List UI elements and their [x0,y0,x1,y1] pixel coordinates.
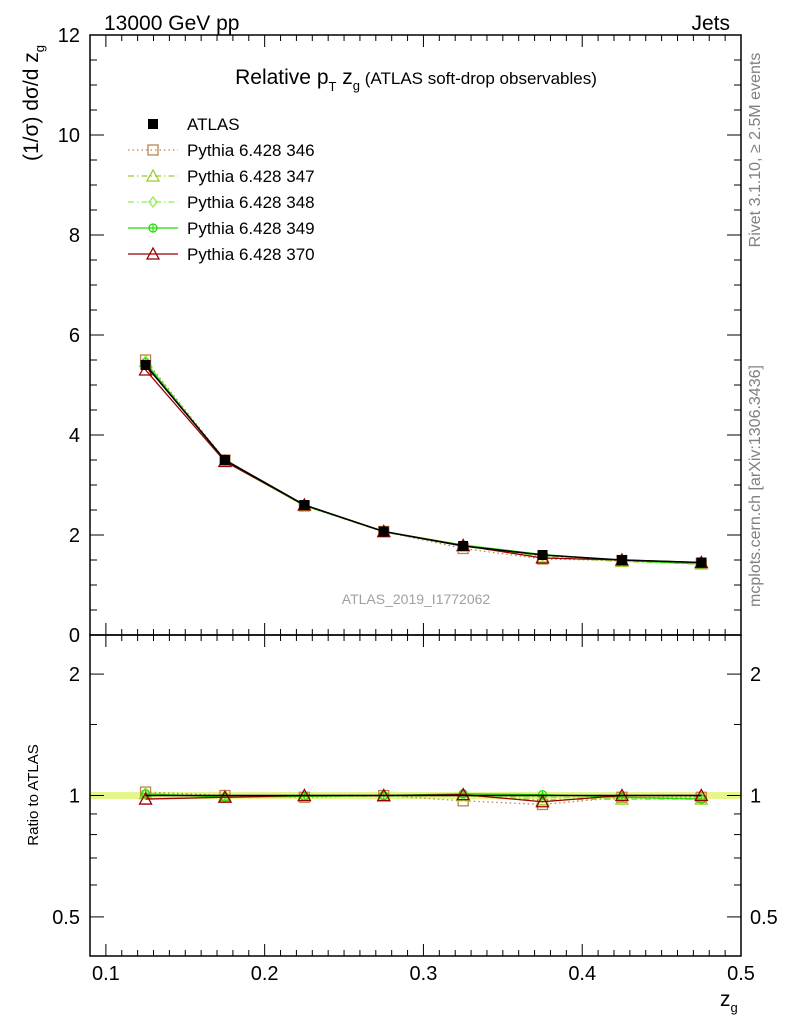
ratio-ytick-label-right: 0.5 [750,907,778,929]
main-ylabel: (1/σ) dσ/d zg [20,45,47,161]
xtick-label: 0.4 [568,963,596,985]
legend-label: Pythia 6.428 370 [187,245,315,264]
xlabel-text: z [720,988,731,1011]
main-ytick-label: 6 [69,325,80,347]
legend-marker [145,168,161,182]
ratio-series-line [145,793,702,801]
main-ylabel-sub: g [32,45,47,52]
ratio-ylabel: Ratio to ATLAS [25,744,42,845]
ratio-data-point [535,794,550,808]
chart-title-var-sub: g [353,78,360,93]
legend-label: Pythia 6.428 347 [187,167,315,186]
chart-title-main: Relative p [235,66,328,89]
header-right: Jets [691,12,730,35]
legend-label: Pythia 6.428 348 [187,193,315,212]
legend-label: ATLAS [187,115,240,134]
ratio-data-point [456,787,471,801]
legend-label: Pythia 6.428 346 [187,141,315,160]
legend-marker [148,223,158,233]
xtick-label: 0.1 [92,963,120,985]
xtick-label: 0.2 [251,963,279,985]
ratio-data-point [696,792,707,806]
mcplots-label: mcplots.cern.ch [arXiv:1306.3436] [747,365,764,607]
ratio-ytick-label: 2 [69,664,80,686]
ratio-series-line [145,793,702,800]
ratio-panel-ticks: 0.1 0.2 0.3 0.4 0.5 0.5 0.5 1 1 2 2 [52,635,778,985]
main-data-point [140,360,151,370]
header-left: 13000 GeV pp [104,12,239,35]
ratio-data-point [617,792,627,805]
main-data-point [616,555,627,565]
ratio-ytick-label: 1 [69,786,80,808]
ratio-ytick-label-right: 2 [750,664,761,686]
legend-marker [148,195,158,209]
main-series-atlas [140,360,707,568]
main-series-line [144,364,702,564]
main-panel-series [138,354,709,571]
main-ytick-label: 8 [69,225,80,247]
legend-marker [145,246,161,260]
main-ytick-label: 4 [69,425,80,447]
xtick-label: 0.5 [727,963,755,985]
chart-title-tail: (ATLAS soft-drop observables) [360,69,597,88]
main-ytick-label: 2 [69,525,80,547]
main-data-point [696,557,707,568]
ratio-panel-series [138,786,709,811]
legend-item: Pythia 6.428 349 [128,219,315,238]
legend: ATLAS Pythia 6.428 346 Pythia 6.428 347 Pyt… [128,115,315,264]
rivet-label: Rivet 3.1.10, ≥ 2.5M events [747,53,764,248]
legend-item: ATLAS [148,115,240,134]
legend-marker [148,119,158,129]
legend-marker [147,144,159,156]
main-ytick-label: 10 [58,125,80,147]
main-data-point [537,550,548,560]
chart-title: Relative pT zg (ATLAS soft-drop observab… [235,66,597,94]
main-series-line [145,359,702,565]
xtick-label: 0.3 [410,963,438,985]
legend-item: Pythia 6.428 347 [128,167,315,186]
main-ytick-label: 12 [58,25,80,47]
main-data-point [299,500,310,510]
xlabel: zg [720,988,738,1015]
main-data-point [219,455,230,465]
main-data-point [458,541,469,551]
ratio-ytick-label: 0.5 [52,907,80,929]
ratio-data-point [138,791,153,805]
legend-item: Pythia 6.428 348 [128,193,315,212]
chart-title-var: z [336,66,352,89]
ratio-data-point [217,789,233,803]
xlabel-sub: g [731,1000,738,1015]
ratio-ytick-label-right: 1 [750,786,761,808]
main-ytick-label: 0 [69,625,80,647]
main-data-point [378,526,389,537]
legend-item: Pythia 6.428 346 [128,141,315,160]
legend-label: Pythia 6.428 349 [187,219,315,238]
ratio-panel-frame [89,634,742,957]
analysis-id: ATLAS_2019_I1772062 [342,591,491,607]
main-panel-ticks: 0 2 4 6 8 10 12 [58,25,742,647]
legend-item: Pythia 6.428 370 [128,245,315,264]
chart-title-main-sub: T [329,79,337,94]
main-ylabel-text: (1/σ) dσ/d z [20,52,43,161]
